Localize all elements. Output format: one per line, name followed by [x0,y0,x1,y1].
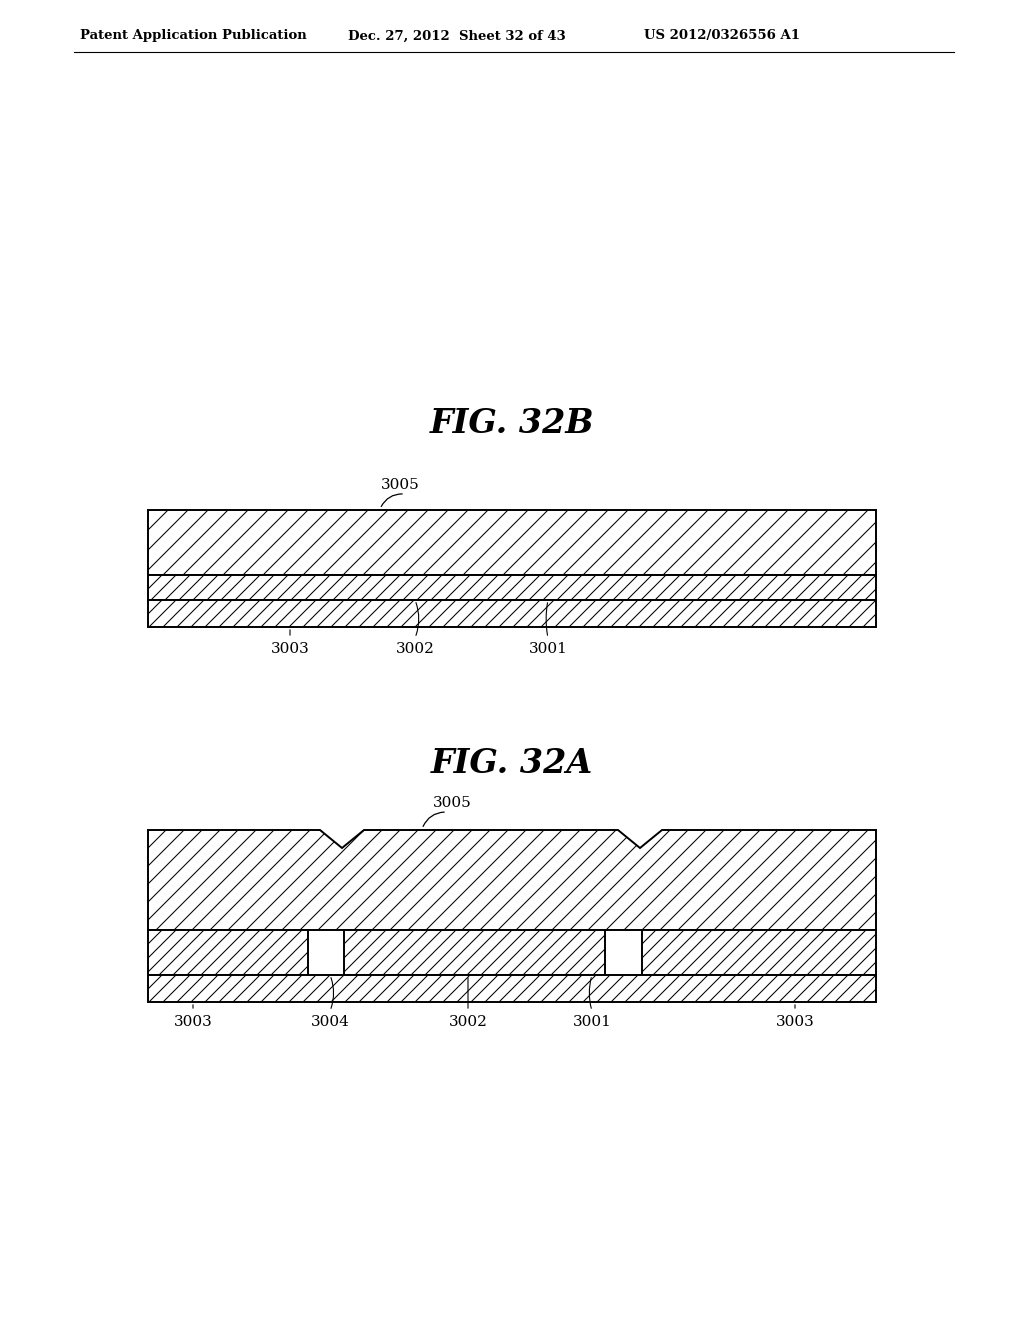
Bar [148,510,876,576]
Bar [148,975,876,1002]
Bar [148,601,876,627]
Polygon shape [148,830,876,931]
Text: 3003: 3003 [775,1015,814,1030]
Text: 3005: 3005 [432,796,471,810]
Text: 3003: 3003 [270,642,309,656]
Text: 3001: 3001 [572,1015,611,1030]
Bar [148,510,876,576]
Bar [148,931,308,975]
Text: 3002: 3002 [395,642,434,656]
Polygon shape [148,830,876,931]
Text: FIG. 32B: FIG. 32B [430,407,594,440]
Bar [148,601,876,627]
Bar [148,576,876,601]
Text: FIG. 32A: FIG. 32A [431,747,593,780]
Text: 3004: 3004 [310,1015,349,1030]
Text: 3001: 3001 [528,642,567,656]
Bar [642,931,876,975]
Bar [642,931,876,975]
Bar [148,576,876,601]
Text: 3003: 3003 [174,1015,212,1030]
Text: 3002: 3002 [449,1015,487,1030]
Text: Dec. 27, 2012  Sheet 32 of 43: Dec. 27, 2012 Sheet 32 of 43 [348,29,565,42]
Bar [344,931,605,975]
Bar [148,975,876,1002]
Text: Patent Application Publication: Patent Application Publication [80,29,307,42]
Text: US 2012/0326556 A1: US 2012/0326556 A1 [644,29,800,42]
Text: 3005: 3005 [381,478,420,492]
Bar [148,931,308,975]
Bar [344,931,605,975]
